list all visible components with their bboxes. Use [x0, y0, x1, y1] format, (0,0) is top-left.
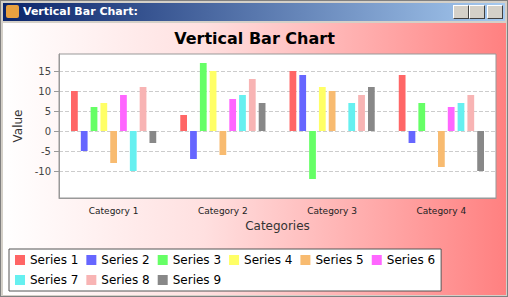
svg-text:Series 7: Series 7 [30, 273, 78, 287]
svg-text:-5: -5 [41, 146, 51, 157]
svg-text:Series 8: Series 8 [101, 273, 149, 287]
svg-text:Category 2: Category 2 [198, 206, 248, 216]
html-text:Vertical Bar Chart:: Vertical Bar Chart: [23, 5, 138, 18]
svg-text:Series 3: Series 3 [173, 253, 221, 267]
svg-text:Vertical Bar Chart: Vertical Bar Chart [174, 29, 335, 48]
svg-text:Series 1: Series 1 [30, 253, 78, 267]
svg-text:Category 4: Category 4 [417, 206, 467, 216]
svg-text:Series 9: Series 9 [173, 273, 221, 287]
svg-text:10: 10 [38, 86, 51, 97]
svg-text:Series 4: Series 4 [244, 253, 292, 267]
svg-text:Category 1: Category 1 [89, 206, 139, 216]
svg-text:0: 0 [45, 126, 51, 137]
svg-text:Categories: Categories [245, 219, 310, 233]
svg-text:Series 6: Series 6 [387, 253, 435, 267]
svg-text:Series 5: Series 5 [315, 253, 363, 267]
svg-text:Value: Value [11, 110, 25, 143]
svg-text:5: 5 [45, 106, 51, 117]
svg-text:-10: -10 [35, 166, 51, 177]
svg-text:Category 3: Category 3 [307, 206, 357, 216]
svg-text:15: 15 [38, 66, 51, 77]
svg-text:Series 2: Series 2 [101, 253, 149, 267]
